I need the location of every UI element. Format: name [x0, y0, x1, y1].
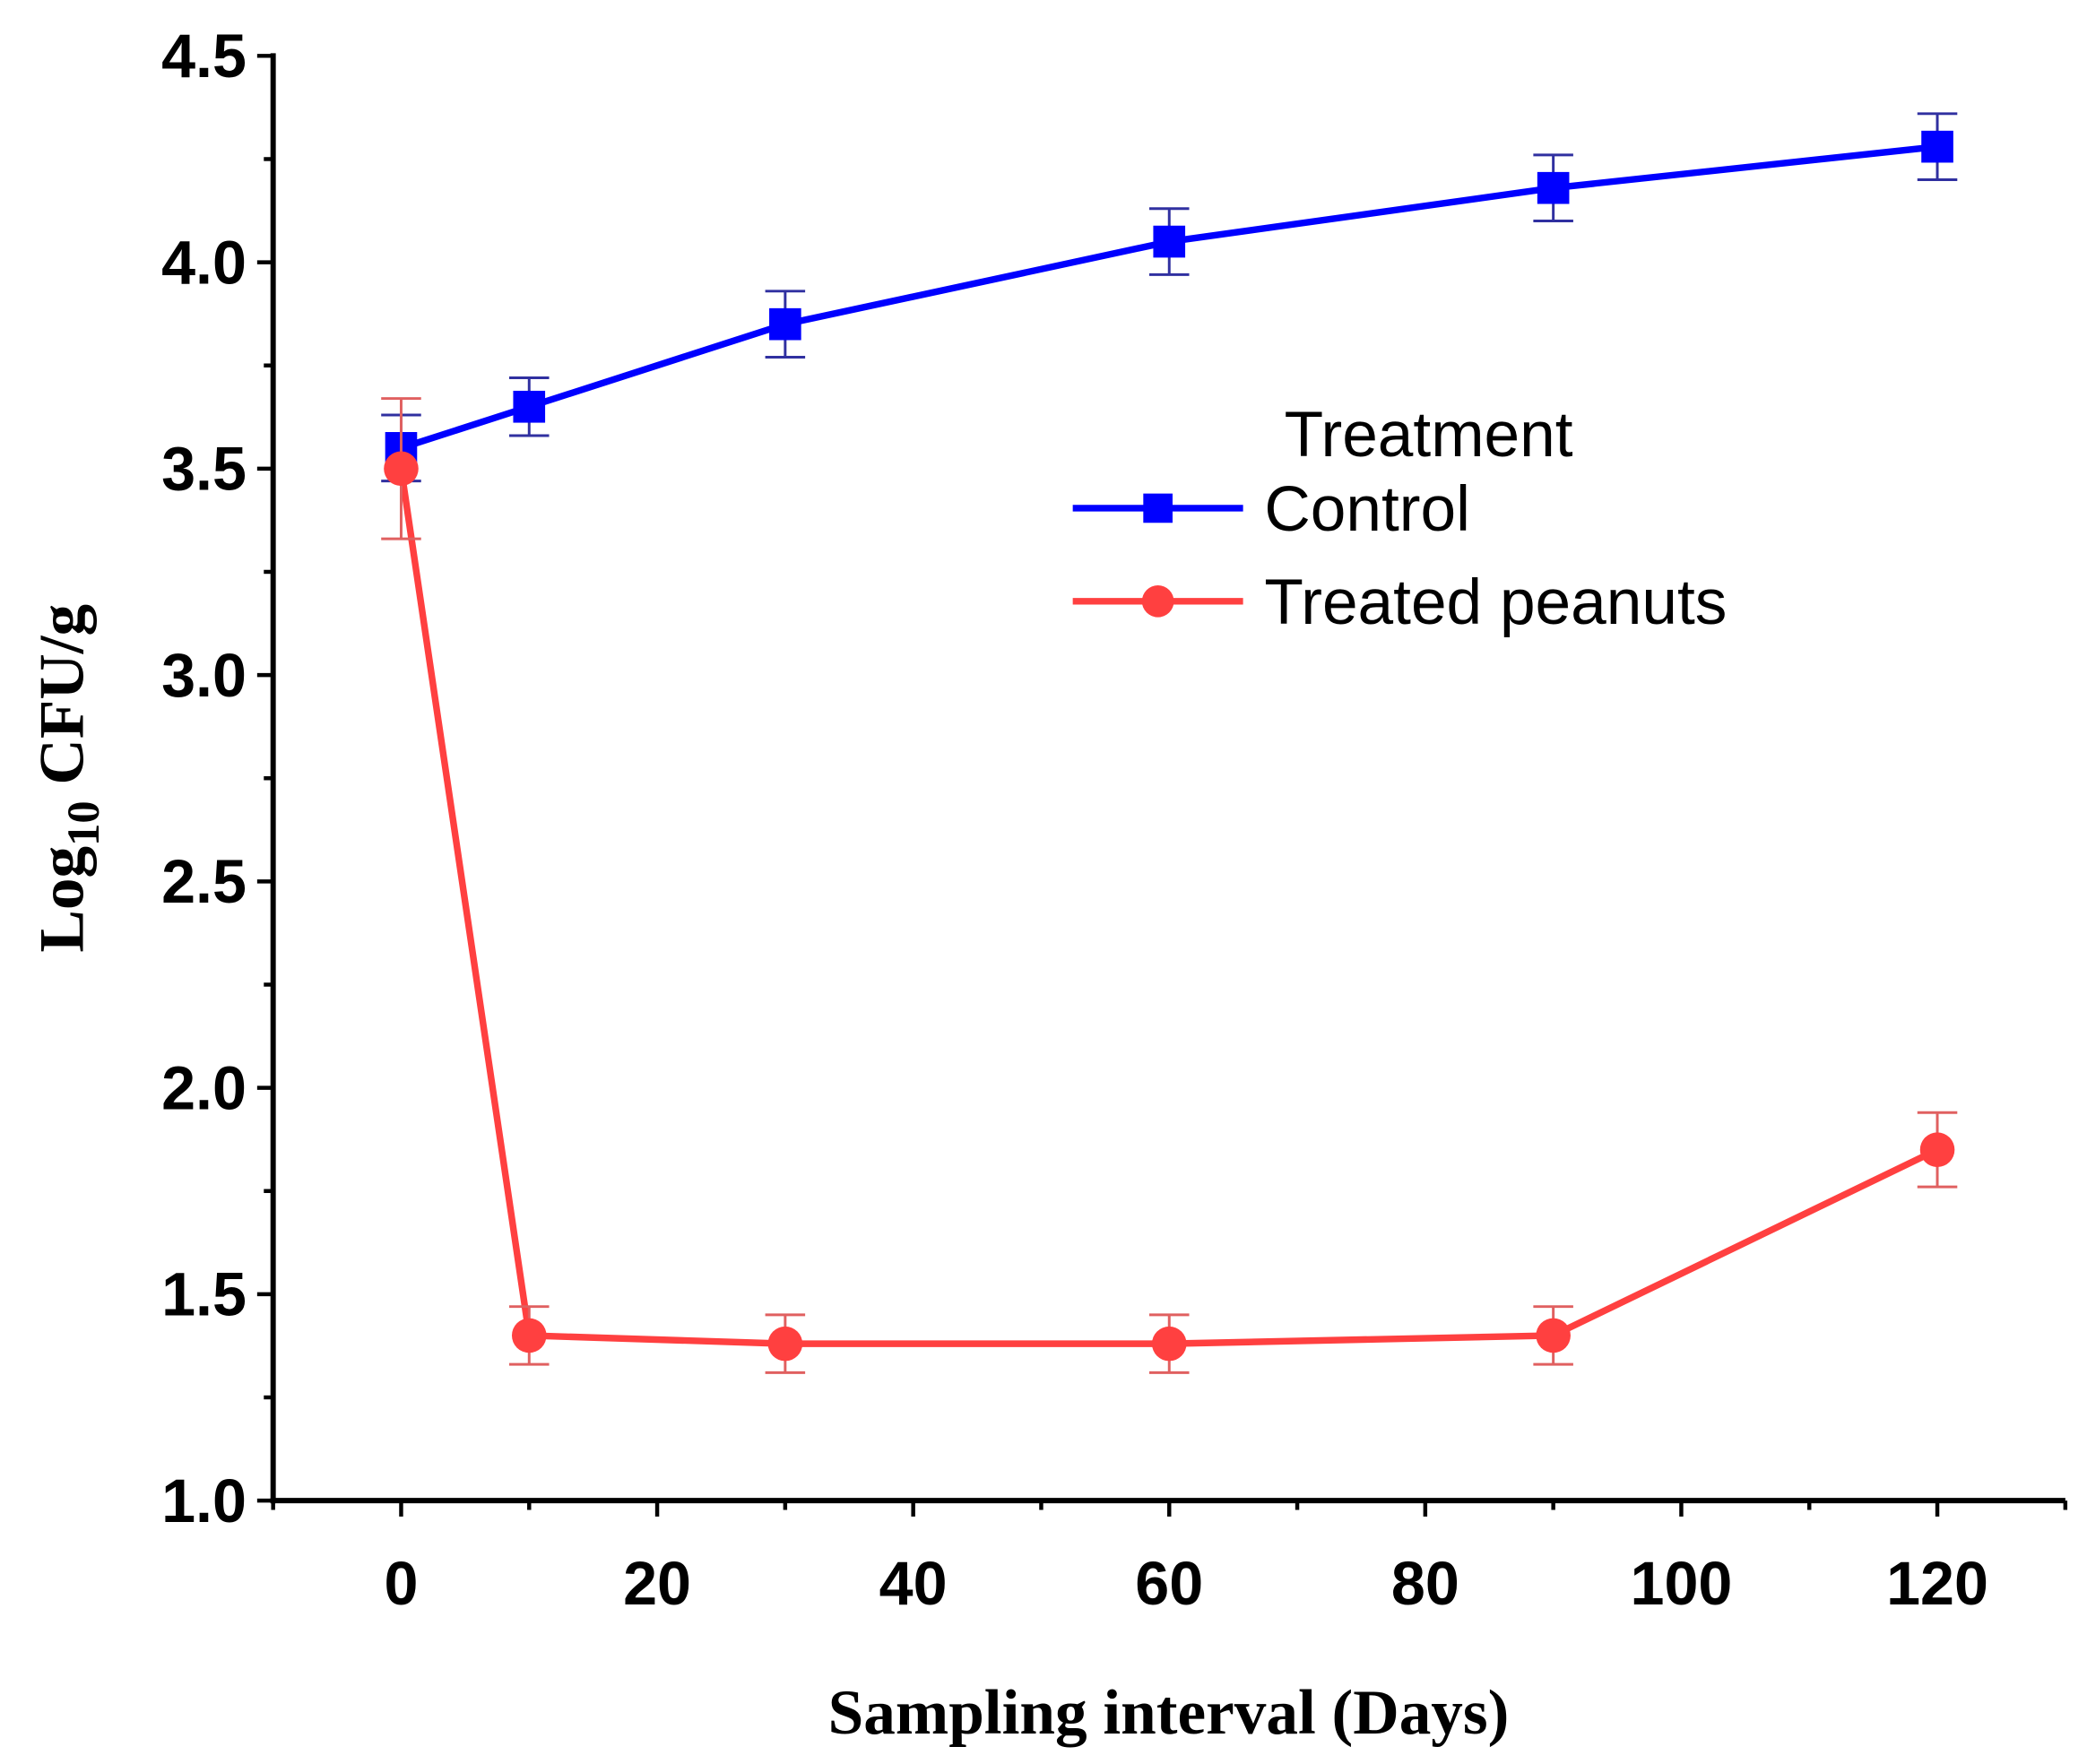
series-line	[397, 468, 1939, 1347]
y-tick-label: 3.5	[161, 436, 247, 504]
x-tick-label: 80	[1391, 1550, 1459, 1618]
x-tick-label: 0	[384, 1550, 418, 1618]
data-point	[1537, 171, 1570, 204]
series-treated-peanuts	[381, 397, 1958, 1374]
plot-area	[381, 112, 1958, 1374]
data-point	[1919, 1132, 1955, 1167]
x-axis-label: Sampling interval (Days)	[828, 1678, 1510, 1748]
legend-label-control: Control	[1264, 474, 1470, 545]
legend: Treatment Control Treated peanuts	[1072, 400, 1727, 638]
y-tick-label: 1.0	[161, 1467, 247, 1535]
legend-marker-treated	[1141, 585, 1174, 618]
x-tick-label: 60	[1135, 1550, 1203, 1618]
y-tick-label: 4.0	[161, 229, 247, 297]
legend-marker-control	[1143, 493, 1173, 523]
data-point	[1153, 225, 1186, 258]
legend-title: Treatment	[1285, 400, 1573, 471]
data-point	[511, 1318, 547, 1353]
data-point	[1921, 130, 1953, 163]
x-tick-label: 100	[1630, 1550, 1732, 1618]
data-point	[767, 1326, 803, 1362]
y-axis-label: Log10 CFU/g	[27, 604, 108, 953]
series-line	[400, 143, 1938, 452]
data-point	[513, 390, 546, 423]
axes: 1.0 1.5 2.0 2.5 3.0 3.5 4.0 4.5 0 20 40 60 80 100 120	[161, 22, 2068, 1618]
series-control	[381, 112, 1958, 483]
y-tick-label: 4.5	[161, 22, 247, 91]
y-tick-label: 1.5	[161, 1261, 247, 1329]
y-tick-label: 3.0	[161, 642, 247, 710]
data-point	[1151, 1326, 1187, 1362]
legend-label-treated: Treated peanuts	[1264, 567, 1727, 638]
data-point	[769, 307, 801, 341]
x-tick-label: 40	[879, 1550, 948, 1618]
x-tick-label: 20	[623, 1550, 691, 1618]
y-tick-label: 2.5	[161, 848, 247, 916]
x-tick-label: 120	[1886, 1550, 1988, 1618]
y-tick-label: 2.0	[161, 1054, 247, 1122]
data-point	[384, 451, 419, 487]
data-point	[1536, 1318, 1571, 1353]
